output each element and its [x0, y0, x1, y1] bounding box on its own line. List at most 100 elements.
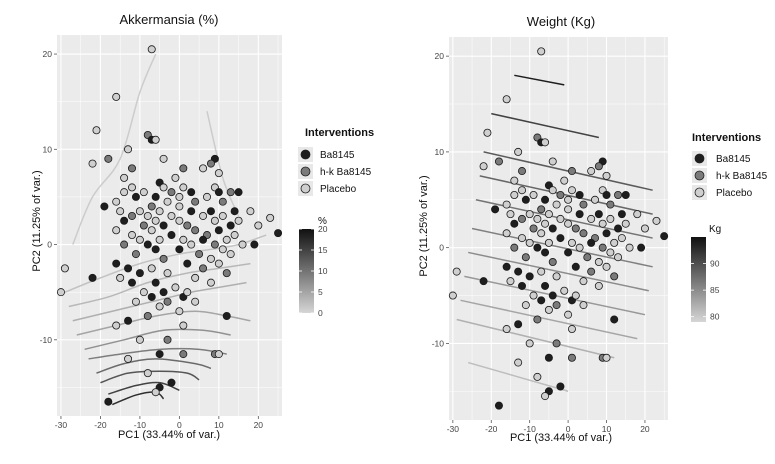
akkermansia-contour-line — [72, 53, 157, 245]
akkermansia-data-point — [127, 164, 136, 173]
akkermansia-data-point — [214, 169, 223, 178]
akkermansia-data-point — [195, 250, 204, 259]
akkermansia-data-point — [104, 154, 113, 163]
weight-data-point — [514, 267, 523, 276]
akkermansia-data-point — [163, 297, 172, 306]
weight-data-point — [544, 353, 553, 362]
weight-data-point — [652, 216, 661, 225]
akkermansia-data-point — [179, 350, 188, 359]
weight-data-point — [598, 243, 607, 252]
weight-data-point — [548, 186, 557, 195]
weight-data-point — [506, 210, 515, 219]
akkermansia-data-point — [151, 135, 160, 144]
weight-data-point — [541, 219, 550, 228]
weight-data-point — [502, 95, 511, 104]
akkermansia-data-point — [222, 235, 231, 244]
akkermansia-data-point — [163, 197, 172, 206]
weight-data-point — [602, 353, 611, 362]
akkermansia-data-point — [183, 288, 192, 297]
akkermansia-data-point — [143, 311, 152, 320]
akkermansia-data-point — [135, 235, 144, 244]
akkermansia-data-point — [147, 264, 156, 273]
weight-data-point — [537, 205, 546, 214]
weight-legend: Interventions Ba8145 h-k Ba8145 Placebo — [692, 132, 768, 200]
akkermansia-x-tick-label: 10 — [214, 420, 224, 430]
weight-data-point — [602, 229, 611, 238]
weight-data-point — [541, 138, 550, 147]
weight-points — [448, 47, 669, 410]
akkermansia-data-point — [191, 273, 200, 282]
akkermansia-data-point — [218, 211, 227, 220]
weight-colorbar-tick-label: 80 — [710, 312, 720, 322]
akkermansia-data-point — [100, 202, 109, 211]
weight-data-point — [564, 310, 573, 319]
weight-data-point — [575, 190, 584, 199]
weight-x-tick-label: 10 — [602, 424, 612, 434]
akkermansia-colorbar-tick-label: 0 — [318, 308, 323, 318]
weight-data-point — [610, 238, 619, 247]
weight-data-point — [583, 253, 592, 262]
akkermansia-data-point — [222, 311, 231, 320]
akkermansia-data-point — [56, 288, 65, 297]
akkermansia-legend-label-ba8145: Ba8145 — [320, 150, 355, 161]
weight-contour-line — [468, 361, 569, 392]
weight-data-point — [556, 382, 565, 391]
weight-legend-title: Interventions — [692, 132, 761, 144]
akkermansia-data-point — [127, 278, 136, 287]
akkermansia-data-point — [92, 126, 101, 135]
weight-data-point — [587, 214, 596, 223]
weight-x-tick-label: -10 — [524, 424, 537, 434]
weight-data-point — [483, 128, 492, 137]
akkermansia-data-point — [151, 388, 160, 397]
akkermansia-contour-line — [68, 262, 251, 308]
weight-title: Weight (Kg) — [527, 14, 595, 29]
akkermansia-data-point — [202, 192, 211, 201]
akkermansia-data-point — [199, 235, 208, 244]
weight-data-point — [594, 210, 603, 219]
akkermansia-data-point — [112, 197, 121, 206]
akkermansia-axis-ticks: -30 -20 -10 0 10 20 -10 0 10 20 — [40, 49, 264, 430]
akkermansia-data-point — [234, 216, 243, 225]
weight-data-point — [541, 248, 550, 257]
akkermansia-data-point — [116, 273, 125, 282]
weight-data-point — [521, 253, 530, 262]
akkermansia-legend-entry-placebo: Placebo — [298, 181, 357, 196]
weight-data-point — [598, 219, 607, 228]
weight-contour-line — [468, 251, 649, 292]
weight-data-point — [621, 190, 630, 199]
akkermansia-data-point — [171, 173, 180, 182]
weight-data-point — [602, 262, 611, 271]
akkermansia-data-point — [226, 221, 235, 230]
akkermansia-data-point — [60, 264, 69, 273]
akkermansia-data-point — [120, 216, 129, 225]
akkermansia-data-point — [167, 231, 176, 240]
weight-data-point — [479, 277, 488, 286]
legend-key-placebo — [300, 183, 311, 194]
akkermansia-data-point — [124, 316, 133, 325]
akkermansia-data-point — [179, 164, 188, 173]
weight-data-point — [521, 301, 530, 310]
akkermansia-data-point — [139, 188, 148, 197]
weight-data-point — [548, 224, 557, 233]
weight-data-point — [533, 214, 542, 223]
weight-colorbar: Kg 80 85 90 — [691, 224, 721, 322]
akkermansia-data-point — [183, 259, 192, 268]
akkermansia-data-point — [159, 288, 168, 297]
akkermansia-data-point — [131, 297, 140, 306]
akkermansia-data-point — [218, 245, 227, 254]
weight-data-point — [537, 229, 546, 238]
akkermansia-data-point — [147, 226, 156, 235]
weight-data-point — [617, 210, 626, 219]
akkermansia-data-point — [167, 378, 176, 387]
akkermansia-data-point — [147, 45, 156, 54]
akkermansia-contour-line — [72, 281, 247, 322]
akkermansia-data-point — [135, 335, 144, 344]
weight-data-point — [637, 243, 646, 252]
akkermansia-y-tick-label: -10 — [40, 335, 53, 345]
akkermansia-data-point — [206, 159, 215, 168]
weight-data-point — [518, 167, 527, 176]
akkermansia-data-point — [104, 397, 113, 406]
weight-y-axis-title: PC2 (11.25% of var.) — [418, 175, 430, 276]
weight-contour-line — [460, 299, 638, 340]
